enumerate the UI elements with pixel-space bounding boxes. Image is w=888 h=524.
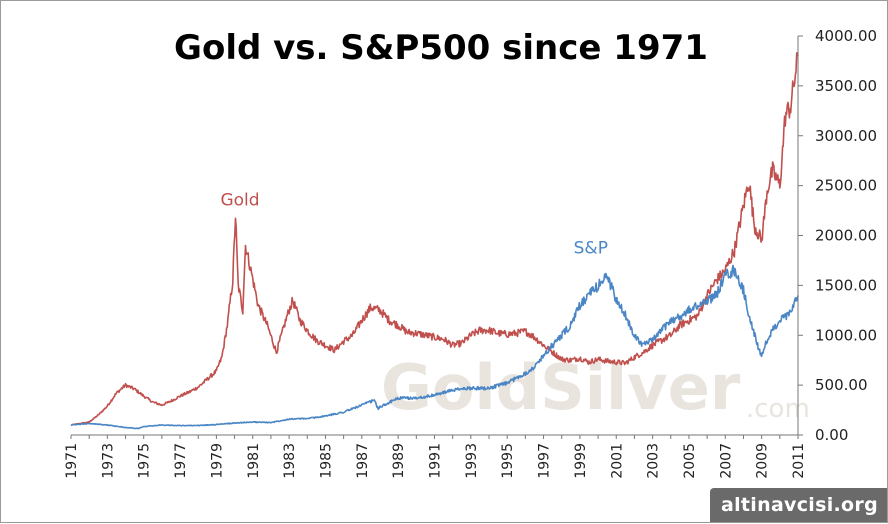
x-tick-label: 1995 [500, 443, 516, 479]
plot-area: Gold S&P [70, 52, 799, 430]
y-tick-label: 0.00 [815, 426, 848, 444]
x-tick-label: 1979 [209, 443, 225, 479]
x-tick-label: 1999 [573, 443, 589, 479]
x-tick-label: 1981 [246, 443, 262, 479]
x-tick-label: 1983 [282, 443, 298, 479]
x-tick-label: 2007 [718, 443, 734, 479]
series-label-s-p: S&P [574, 238, 608, 258]
watermark-main: GoldSilver [381, 351, 741, 424]
x-tick-label: 2001 [609, 443, 625, 479]
x-tick-label: 2003 [646, 443, 662, 479]
x-tick-label: 1973 [100, 443, 116, 479]
y-tick-label: 3000.00 [815, 127, 877, 145]
chart-title: Gold vs. S&P500 since 1971 [174, 28, 708, 68]
x-tick-label: 1985 [318, 443, 334, 479]
x-tick-label: 1991 [428, 443, 444, 479]
y-tick-label: 1000.00 [815, 326, 877, 344]
x-tick-label: 2009 [755, 443, 771, 479]
series-line-gold [70, 52, 799, 426]
y-tick-label: 1500.00 [815, 276, 877, 294]
y-tick-label: 4000.00 [815, 27, 877, 45]
series-label-gold: Gold [220, 191, 259, 211]
y-tick-label: 2500.00 [815, 177, 877, 195]
x-tick-label: 1987 [355, 443, 371, 479]
x-tick-label: 1997 [537, 443, 553, 479]
watermark-suffix: .com [746, 394, 810, 424]
x-tick-label: 1993 [464, 443, 480, 479]
series-line-s-p [70, 264, 799, 430]
site-badge: altinavcisi.org [709, 488, 887, 522]
watermark: GoldSilver .com [381, 351, 810, 424]
y-tick-label: 500.00 [815, 376, 868, 394]
x-tick-label: 1975 [137, 443, 153, 479]
x-tick-label: 1977 [173, 443, 189, 479]
y-tick-label: 3500.00 [815, 77, 877, 95]
x-tick-label: 1971 [64, 443, 80, 479]
axes: 0.00 500.00 1000.00 1500.00 2000.00 2500.00 30… [64, 27, 877, 479]
x-tick-label: 2005 [682, 443, 698, 479]
x-tick-label: 2011 [791, 443, 807, 479]
x-tick-label: 1989 [391, 443, 407, 479]
y-tick-label: 2000.00 [815, 227, 877, 245]
